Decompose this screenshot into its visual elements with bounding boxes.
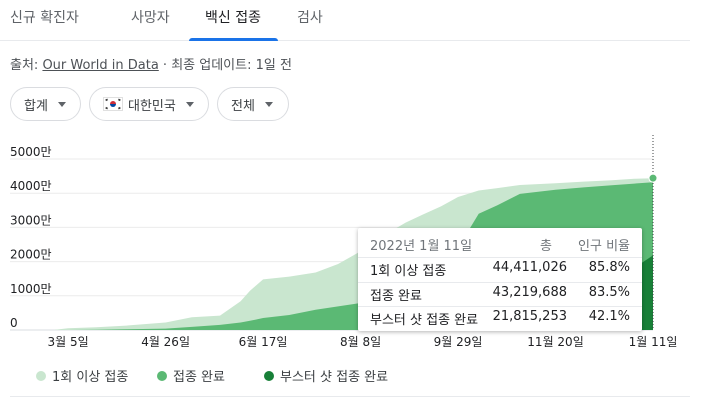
- legend-swatch: [36, 370, 46, 381]
- tooltip-header: 2022년 1월 11일 총 인구 비율: [358, 232, 642, 256]
- x-tick-label: 11월 20일: [527, 335, 583, 349]
- y-tick-label: 5000만: [10, 145, 52, 159]
- legend-item-fully-vaccinated: 접종 완료: [157, 366, 225, 385]
- x-tick-label: 1월 11일: [629, 335, 678, 349]
- chart-tooltip: 2022년 1월 11일 총 인구 비율 1회 이상 접종 44,411,026…: [358, 228, 642, 331]
- tooltip-row-total: 43,219,688: [492, 285, 567, 300]
- tab-deaths[interactable]: 사망자: [131, 10, 170, 26]
- legend-label: 접종 완료: [173, 370, 225, 385]
- y-tick-label: 1000만: [10, 282, 52, 296]
- source-prefix: 출처:: [10, 58, 43, 73]
- tooltip-col-total: 총: [540, 239, 552, 254]
- tooltip-date: 2022년 1월 11일: [370, 239, 473, 254]
- tooltip-divider: [358, 257, 642, 258]
- tooltip-divider: [358, 282, 642, 283]
- tooltip-row: 부스터 샷 접종 완료 21,815,253 42.1%: [358, 306, 642, 330]
- legend-label: 1회 이상 접종: [52, 370, 129, 385]
- korea-flag-icon: [103, 97, 123, 111]
- active-tab-indicator: [189, 38, 278, 41]
- caret-down-icon: [185, 101, 194, 107]
- y-tick-label: 0: [10, 316, 18, 330]
- legend-label: 부스터 샷 접종 완료: [280, 370, 389, 385]
- tooltip-row: 1회 이상 접종 44,411,026 85.8%: [358, 257, 642, 281]
- tooltip-row-label: 접종 완료: [370, 289, 422, 304]
- tooltip-divider: [358, 306, 642, 307]
- legend-item-booster: 부스터 샷 접종 완료: [264, 366, 388, 385]
- y-tick-label: 4000만: [10, 179, 52, 193]
- range-dropdown-label: 전체: [231, 98, 255, 114]
- tooltip-row-pct: 83.5%: [588, 285, 630, 300]
- legend-swatch: [264, 370, 274, 381]
- x-tick-label: 6월 17일: [239, 335, 288, 349]
- tooltip-row-pct: 42.1%: [588, 309, 630, 324]
- region-dropdown[interactable]: 대한민국: [89, 87, 209, 121]
- caret-down-icon: [264, 101, 273, 107]
- tooltip-row-label: 부스터 샷 접종 완료: [370, 313, 479, 328]
- legend-swatch: [157, 370, 167, 381]
- tab-vaccinations[interactable]: 백신 접종: [205, 10, 261, 26]
- legend-item-first-dose: 1회 이상 접종: [36, 366, 128, 385]
- tooltip-row-label: 1회 이상 접종: [370, 264, 447, 279]
- tooltip-row: 접종 완료 43,219,688 83.5%: [358, 282, 642, 306]
- x-tick-label: 8월 8일: [340, 335, 381, 349]
- y-tick-label: 2000만: [10, 248, 52, 262]
- last-updated: · 최종 업데이트: 1일 전: [158, 58, 292, 73]
- region-dropdown-label: 대한민국: [128, 98, 176, 114]
- range-dropdown[interactable]: 전체: [217, 87, 289, 121]
- tab-new-cases[interactable]: 신규 확진자: [10, 10, 79, 26]
- caret-down-icon: [57, 101, 66, 107]
- metric-dropdown-label: 합계: [24, 98, 48, 114]
- metric-dropdown[interactable]: 합계: [10, 87, 81, 121]
- x-tick-label: 4월 26일: [141, 335, 190, 349]
- tooltip-col-pct: 인구 비율: [578, 239, 630, 254]
- hover-point: [648, 173, 658, 183]
- tooltip-row-total: 44,411,026: [492, 260, 567, 275]
- tooltip-row-pct: 85.8%: [588, 260, 630, 275]
- x-tick-label: 9월 29일: [434, 335, 483, 349]
- source-link[interactable]: Our World in Data: [42, 58, 159, 73]
- tab-testing[interactable]: 검사: [297, 10, 323, 26]
- tooltip-row-total: 21,815,253: [492, 309, 567, 324]
- y-tick-label: 3000만: [10, 213, 52, 227]
- x-tick-label: 3월 5일: [48, 335, 89, 349]
- source-line: 출처: Our World in Data · 최종 업데이트: 1일 전: [10, 54, 292, 73]
- bottom-divider: [10, 396, 690, 397]
- tab-bar: 신규 확진자 사망자 백신 접종 검사: [0, 0, 690, 41]
